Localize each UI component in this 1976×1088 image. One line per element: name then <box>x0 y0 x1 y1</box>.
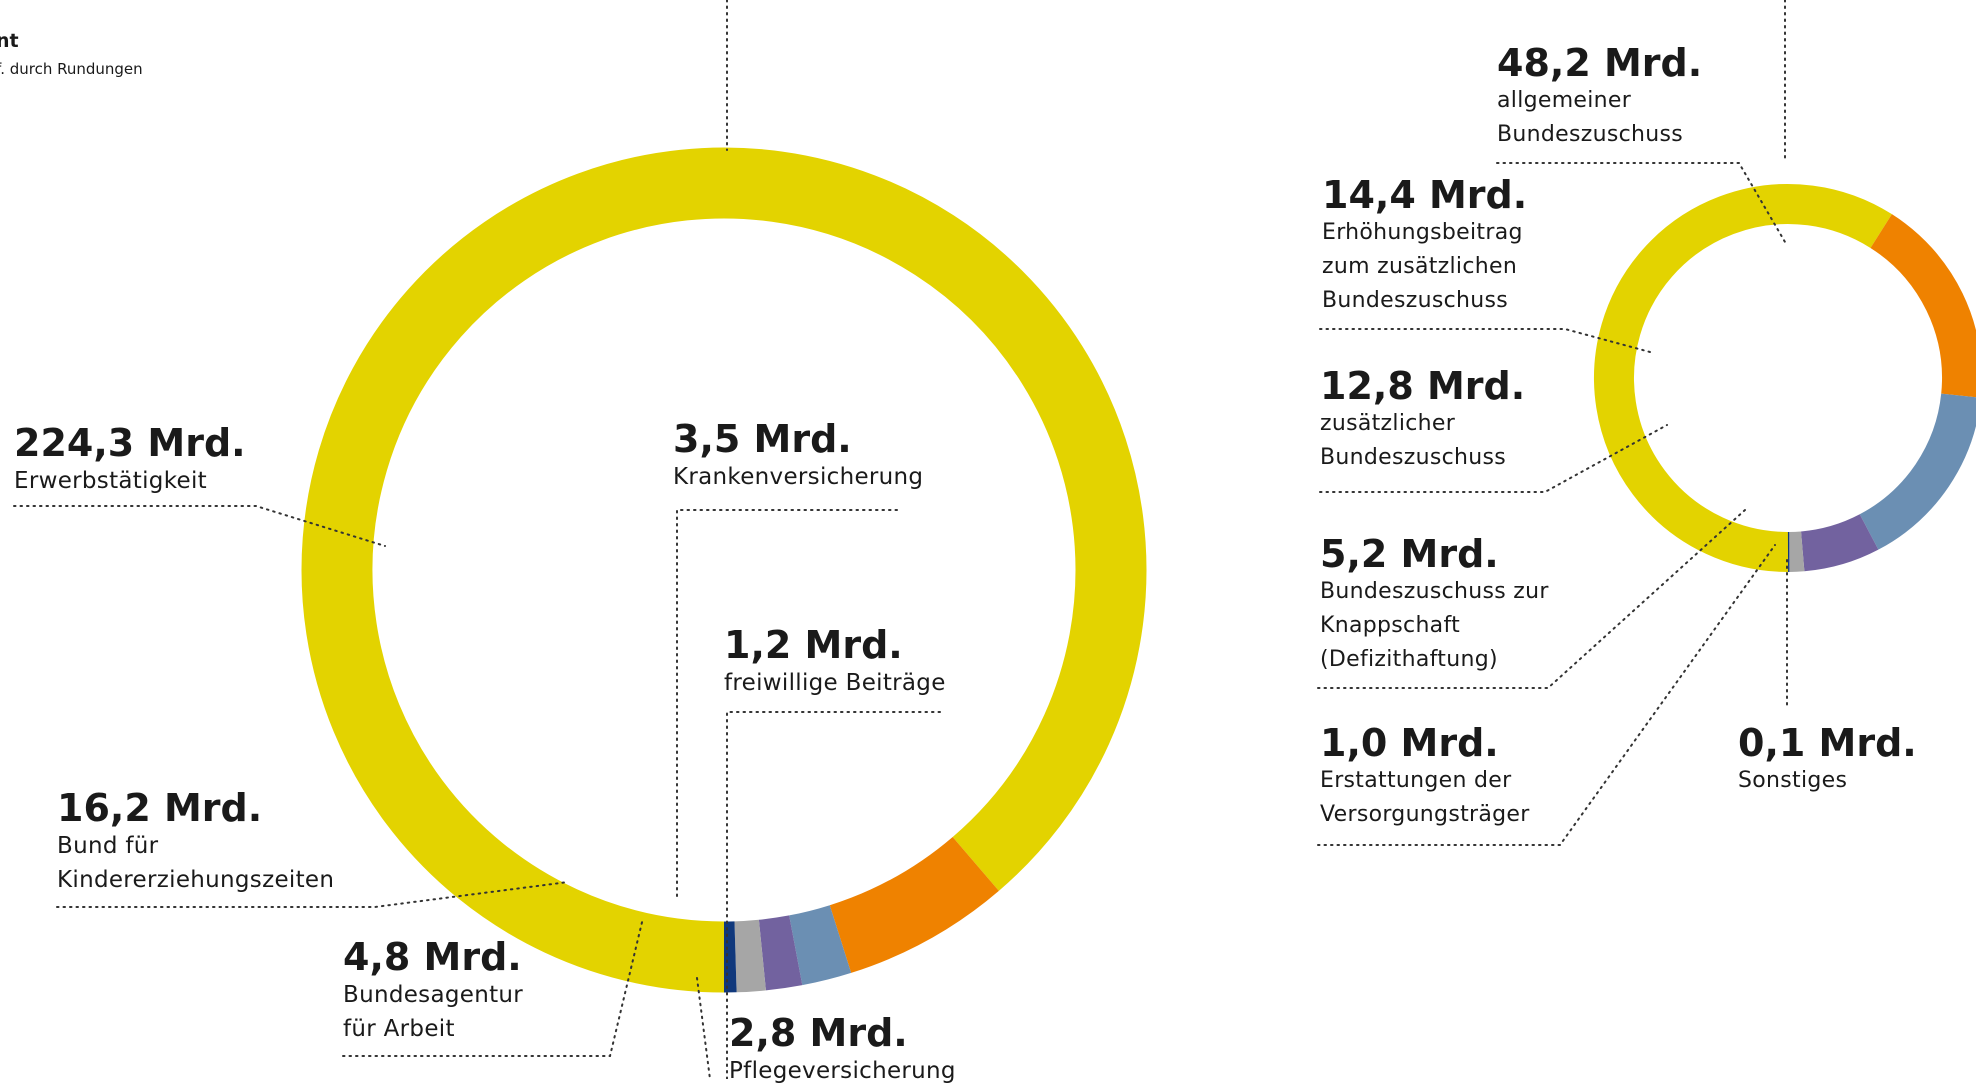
label-zusaetzlicher-bundeszuschuss: 12,8 Mrd. zusätzlicher Bundeszuschuss <box>1320 365 1525 475</box>
donut-slice-erwerbstätigkeit <box>337 183 1111 957</box>
value-krankenversicherung: 3,5 Mrd. <box>673 418 923 460</box>
name-erhoehungsbeitrag: Erhöhungsbeitrag zum zusätzlichen Bundes… <box>1322 216 1527 318</box>
value-erhoehungsbeitrag: 14,4 Mrd. <box>1322 174 1527 216</box>
value-bundesagentur: 4,8 Mrd. <box>343 936 523 978</box>
label-allgemeiner-bundeszuschuss: 48,2 Mrd. allgemeiner Bundeszuschuss <box>1497 42 1702 152</box>
value-pflegeversicherung: 2,8 Mrd. <box>729 1012 956 1054</box>
donut-slice-bundesagentur <box>796 939 841 950</box>
leader-pflege <box>697 978 710 1079</box>
donut-chart-federal-grants <box>1614 204 1962 552</box>
donut-slice-bund-für <box>840 864 975 939</box>
name-freiwillige-beitraege: freiwillige Beiträge <box>724 666 946 700</box>
name-erwerbstaetigkeit: Erwerbstätigkeit <box>14 464 246 498</box>
donut-chart-contributions <box>337 183 1111 957</box>
value-freiwillige-beitraege: 1,2 Mrd. <box>724 624 946 666</box>
value-sonstiges: 0,1 Mrd. <box>1738 722 1917 764</box>
donut-slice-bundeszuschuss-zur <box>1803 532 1869 551</box>
name-knappschaft: Bundeszuschuss zur Knappschaft (Defizith… <box>1320 575 1549 677</box>
name-zusaetzlicher-bundeszuschuss: zusätzlicher Bundeszuschuss <box>1320 407 1525 475</box>
name-erstattungen: Erstattungen der Versorgungsträger <box>1320 764 1530 832</box>
label-krankenversicherung: 3,5 Mrd. Krankenversicherung <box>673 418 923 494</box>
donut-slice-erstattungen-der <box>1789 551 1802 552</box>
name-sonstiges: Sonstiges <box>1738 764 1917 798</box>
label-bundesagentur: 4,8 Mrd. Bundesagentur für Arbeit <box>343 936 523 1046</box>
label-sonstiges: 0,1 Mrd. Sonstiges <box>1738 722 1917 798</box>
label-pflegeversicherung: 2,8 Mrd. Pflegeversicherung <box>729 1012 956 1088</box>
value-erwerbstaetigkeit: 224,3 Mrd. <box>14 422 246 464</box>
label-erhoehungsbeitrag: 14,4 Mrd. Erhöhungsbeitrag zum zusätzlic… <box>1322 174 1527 318</box>
donut-slice-pflegeversicherung <box>736 955 763 957</box>
donut-slice-krankenversicherung <box>762 950 795 955</box>
label-kindererziehung: 16,2 Mrd. Bund für Kindererziehungszeite… <box>57 787 334 897</box>
name-allgemeiner-bundeszuschuss: allgemeiner Bundeszuschuss <box>1497 84 1702 152</box>
name-pflegeversicherung: Pflegeversicherung <box>729 1054 956 1088</box>
donut-slice-erhöhungsbeitrag <box>1881 231 1962 396</box>
donut-slice-allgemeiner <box>1614 204 1881 552</box>
label-erwerbstaetigkeit: 224,3 Mrd. Erwerbstätigkeit <box>14 422 246 498</box>
value-knappschaft: 5,2 Mrd. <box>1320 533 1549 575</box>
donut-slice-zusätzlicher <box>1869 396 1961 532</box>
label-freiwillige-beitraege: 1,2 Mrd. freiwillige Beiträge <box>724 624 946 700</box>
name-bundesagentur: Bundesagentur für Arbeit <box>343 978 523 1046</box>
label-knappschaft: 5,2 Mrd. Bundeszuschuss zur Knappschaft … <box>1320 533 1549 677</box>
value-erstattungen: 1,0 Mrd. <box>1320 722 1530 764</box>
label-erstattungen: 1,0 Mrd. Erstattungen der Versorgungsträ… <box>1320 722 1530 832</box>
value-zusaetzlicher-bundeszuschuss: 12,8 Mrd. <box>1320 365 1525 407</box>
value-kindererziehung: 16,2 Mrd. <box>57 787 334 829</box>
name-kindererziehung: Bund für Kindererziehungszeiten <box>57 829 334 897</box>
leader-krankenversicherung <box>677 510 897 897</box>
value-allgemeiner-bundeszuschuss: 48,2 Mrd. <box>1497 42 1702 84</box>
name-krankenversicherung: Krankenversicherung <box>673 460 923 494</box>
